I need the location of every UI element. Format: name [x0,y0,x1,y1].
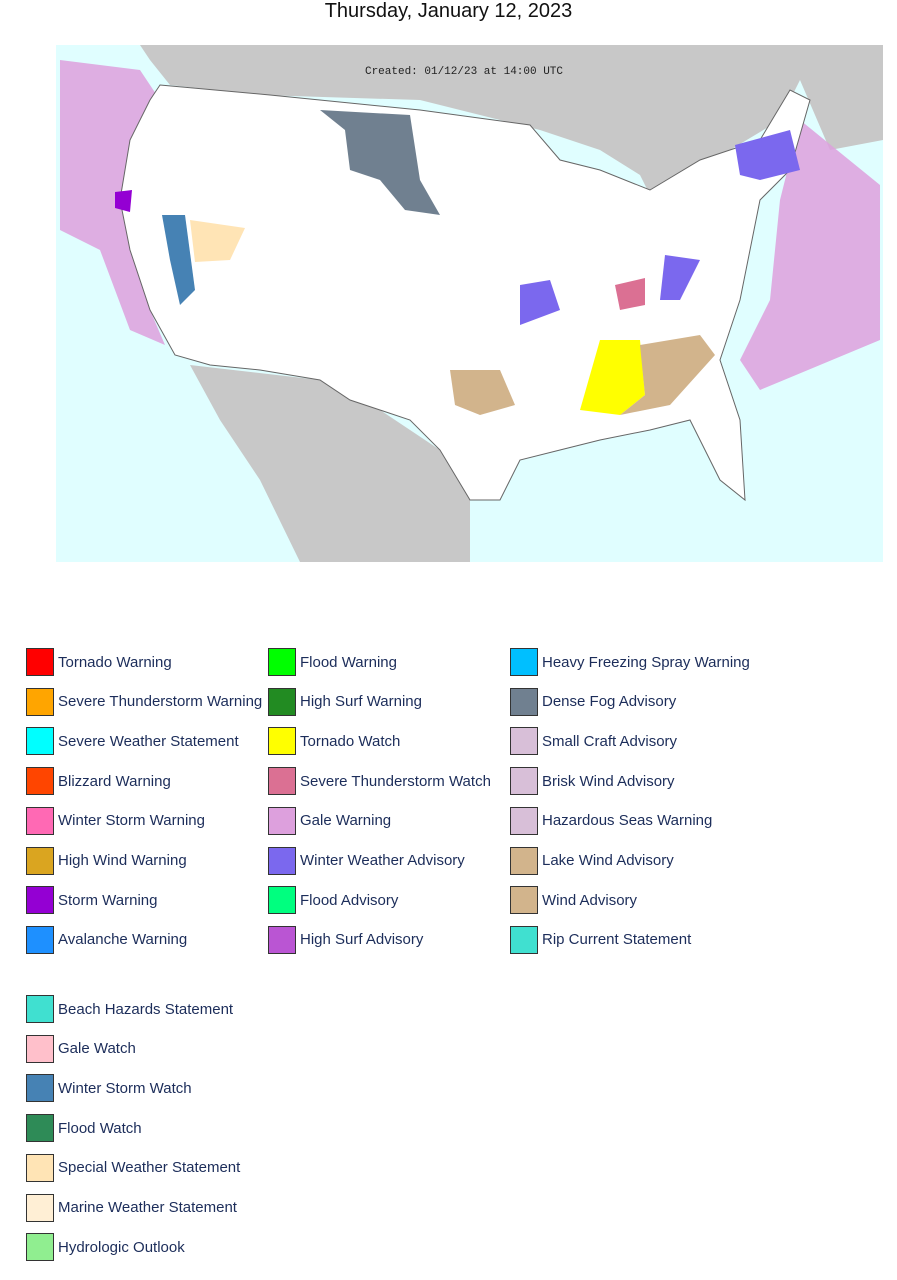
legend-swatch [26,1233,54,1262]
title: Thursday, January 12, 2023 [324,0,573,22]
legend-label: Small Craft Advisory [542,732,678,750]
legend-item: Winter Weather Advisory [268,846,465,876]
legend-label: Wind Advisory [542,891,638,909]
map: Created: 01/12/23 at 14:00 UTC [56,45,883,562]
legend-swatch [26,1193,54,1222]
legend-item: High Surf Warning [268,687,422,717]
legend-label: Flood Advisory [300,891,399,909]
legend-swatch [26,1153,54,1182]
legend-item: Heavy Freezing Spray Warning [510,647,750,677]
legend-item: Brisk Wind Advisory [510,766,675,796]
legend-item: Severe Thunderstorm Warning [26,687,262,717]
legend-label: Lake Wind Advisory [542,852,674,869]
legend-label: Winter Storm Watch [58,1079,192,1097]
legend-item: Hydrologic Outlook [26,1232,185,1262]
legend-item: Winter Storm Warning [26,806,205,836]
legend-label: Brisk Wind Advisory [542,772,675,790]
map-caption: Created: 01/12/23 at 14:00 UTC [365,66,563,78]
legend-label: High Surf Advisory [300,931,424,949]
legend-swatch [510,648,538,676]
legend-item: Small Craft Advisory [510,726,677,756]
legend-item: Flood Advisory [268,885,398,915]
legend-item: Avalanche Warning [26,925,187,955]
legend-swatch [26,727,54,756]
legend-label: Winter Weather Advisory [300,852,465,869]
legend-swatch [26,1074,54,1103]
legend-swatch [26,1034,54,1063]
legend-swatch [268,925,296,954]
legend-label: Gale Watch [58,1040,136,1058]
legend-item: Flood Warning [268,647,397,677]
legend-label: Hazardous Seas Warning [542,812,713,830]
legend-item: Tornado Warning [26,647,172,677]
legend-label: Blizzard Warning [58,772,171,790]
legend-swatch [26,846,54,875]
legend-item: Rip Current Statement [510,925,691,955]
legend-item: Dense Fog Advisory [510,687,676,717]
legend-item: High Wind Warning [26,846,187,876]
legend-swatch [268,846,296,875]
legend-swatch [26,687,54,716]
legend-item: Hazardous Seas Warning [510,806,712,836]
legend-label: Severe Thunderstorm Watch [300,772,491,790]
legend-label: Gale Warning [300,812,392,830]
legend-label: Hydrologic Outlook [58,1238,185,1256]
legend-swatch [510,767,538,796]
legend-label: Marine Weather Statement [58,1199,237,1216]
legend-label: Heavy Freezing Spray Warning [542,653,750,671]
legend-swatch [268,727,296,756]
legend-item: Blizzard Warning [26,766,171,796]
legend-label: Severe Weather Statement [58,732,239,750]
legend-item: Beach Hazards Statement [26,994,233,1024]
legend-item: High Surf Advisory [268,925,423,955]
legend-item: Gale Watch [26,1034,136,1064]
legend-swatch [510,886,538,915]
legend-swatch [268,648,296,676]
legend-item: Flood Watch [26,1113,142,1143]
legend-item: Marine Weather Statement [26,1193,237,1223]
legend-swatch [26,925,54,954]
legend-item: Tornado Watch [268,726,400,756]
legend-label: Winter Storm Warning [58,812,205,830]
legend-swatch [26,1114,54,1143]
legend-label: Flood Watch [58,1119,142,1137]
legend-item: Severe Thunderstorm Watch [268,766,491,796]
legend-label: Avalanche Warning [58,931,188,949]
legend-label: Tornado Warning [58,653,172,671]
legend-item: Winter Storm Watch [26,1073,192,1103]
legend-item: Gale Warning [268,806,391,836]
legend-label: Beach Hazards Statement [58,1000,234,1018]
legend-label: Dense Fog Advisory [542,693,677,711]
legend-swatch [268,767,296,796]
legend-swatch [268,687,296,716]
legend-item: Storm Warning [26,885,157,915]
legend-swatch [510,727,538,756]
legend-item: Special Weather Statement [26,1153,240,1183]
legend-swatch [510,925,538,954]
legend-swatch [26,886,54,915]
legend-swatch [26,767,54,796]
legend-swatch [268,806,296,835]
legend-swatch [268,886,296,915]
legend-swatch [26,995,54,1023]
legend-label: Tornado Watch [300,732,401,750]
legend-label: High Surf Warning [300,693,422,711]
legend-label: Flood Warning [300,653,397,671]
legend-swatch [510,687,538,716]
legend-item: Lake Wind Advisory [510,846,674,876]
legend-label: Special Weather Statement [58,1159,241,1177]
legend-swatch [26,648,54,676]
legend-label: Storm Warning [58,891,158,909]
legend-item: Wind Advisory [510,885,637,915]
legend-item: Severe Weather Statement [26,726,239,756]
legend-swatch [26,806,54,835]
legend-label: High Wind Warning [58,852,187,869]
legend-label: Severe Thunderstorm Warning [58,693,263,711]
legend-label: Rip Current Statement [542,931,692,949]
legend-swatch [510,806,538,835]
legend-swatch [510,846,538,875]
